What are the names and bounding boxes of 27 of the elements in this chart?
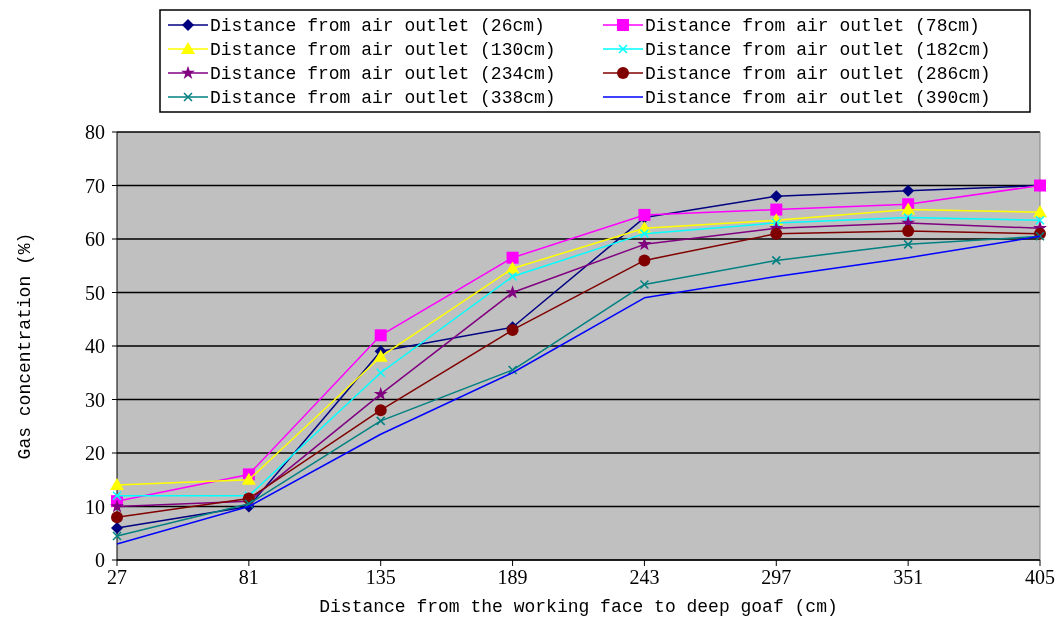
y-tick-label: 0: [95, 549, 105, 571]
x-tick-label: 135: [365, 566, 396, 588]
x-tick-label: 405: [1025, 566, 1055, 588]
legend-label: Distance from air outlet (234cm): [210, 64, 556, 85]
x-tick-label: 27: [107, 566, 127, 588]
y-tick-label: 50: [85, 281, 105, 304]
legend-label: Distance from air outlet (130cm): [210, 40, 556, 61]
x-tick-label: 351: [893, 566, 924, 588]
y-tick-label: 20: [85, 442, 105, 464]
x-tick-label: 189: [497, 566, 528, 588]
legend-label: Distance from air outlet (338cm): [210, 88, 556, 109]
legend-label: Distance from air outlet (26cm): [210, 16, 545, 37]
x-tick-label: 297: [761, 566, 792, 588]
x-axis-title: Distance from the working face to deep goaf (cm): [319, 597, 838, 617]
legend-label: Distance from air outlet (182cm): [645, 40, 991, 61]
y-tick-label: 10: [85, 495, 105, 518]
y-tick-label: 30: [85, 388, 105, 411]
x-tick-label: 81: [238, 566, 259, 588]
x-tick-label: 243: [629, 566, 660, 588]
y-tick-label: 70: [85, 174, 105, 197]
legend-label: Distance from air outlet (286cm): [645, 64, 991, 85]
y-tick-label: 80: [85, 121, 105, 143]
legend-label: Distance from air outlet (390cm): [645, 88, 991, 109]
legend-label: Distance from air outlet (78cm): [645, 16, 980, 37]
y-axis-title: Gas concentration (%): [15, 232, 35, 460]
y-tick-label: 60: [85, 228, 105, 250]
y-tick-label: 40: [85, 335, 105, 357]
